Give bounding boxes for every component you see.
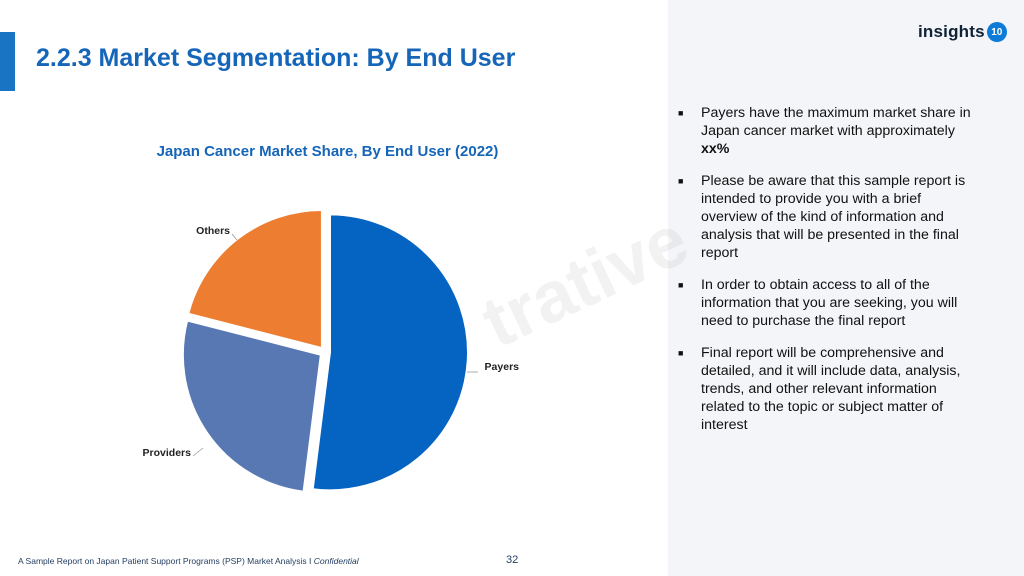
bullet-item: ■ Final report will be comprehensive and … (675, 344, 975, 434)
bullet-list: ■ Payers have the maximum market share in… (675, 104, 975, 448)
bullet-bold-value: xx% (701, 141, 730, 157)
bullet-item: ■ Please be aware that this sample report… (675, 172, 975, 262)
bullet-text: Please be aware that this sample report … (701, 173, 966, 261)
bullet-item: ■ In order to obtain access to all of the… (675, 276, 975, 330)
pie-label-providers: Providers (143, 447, 192, 459)
pie-slice-providers (181, 319, 322, 493)
chart-title: Japan Cancer Market Share, By End User (… (156, 143, 499, 160)
leader-line-providers (192, 447, 204, 457)
bullet-text: Payers have the maximum market share in … (701, 105, 971, 139)
page-number: 32 (506, 554, 519, 566)
logo-badge: 10 (986, 22, 1007, 42)
pie-slice-others (187, 209, 323, 350)
right-panel (668, 0, 1024, 576)
bullet-square-icon: ■ (678, 280, 684, 290)
bullet-square-icon: ■ (678, 108, 684, 118)
logo-text: insights (918, 22, 985, 41)
footer-note: A Sample Report on Japan Patient Support… (18, 556, 359, 566)
bullet-text: In order to obtain access to all of the … (701, 277, 958, 329)
bullet-item: ■ Payers have the maximum market share in… (675, 104, 975, 158)
leader-line-others (231, 233, 238, 241)
slide-title: 2.2.3 Market Segmentation: By End User (36, 44, 516, 72)
pie-label-others: Others (196, 225, 230, 237)
bullet-text: Final report will be comprehensive and d… (701, 345, 961, 433)
pie-label-payers: Payers (485, 361, 520, 373)
bullet-square-icon: ■ (678, 176, 684, 186)
insights10-logo: insights 10 (918, 20, 1007, 44)
bullet-square-icon: ■ (678, 348, 684, 358)
title-accent-bar (0, 32, 15, 91)
pie-slice-payers (311, 213, 469, 492)
